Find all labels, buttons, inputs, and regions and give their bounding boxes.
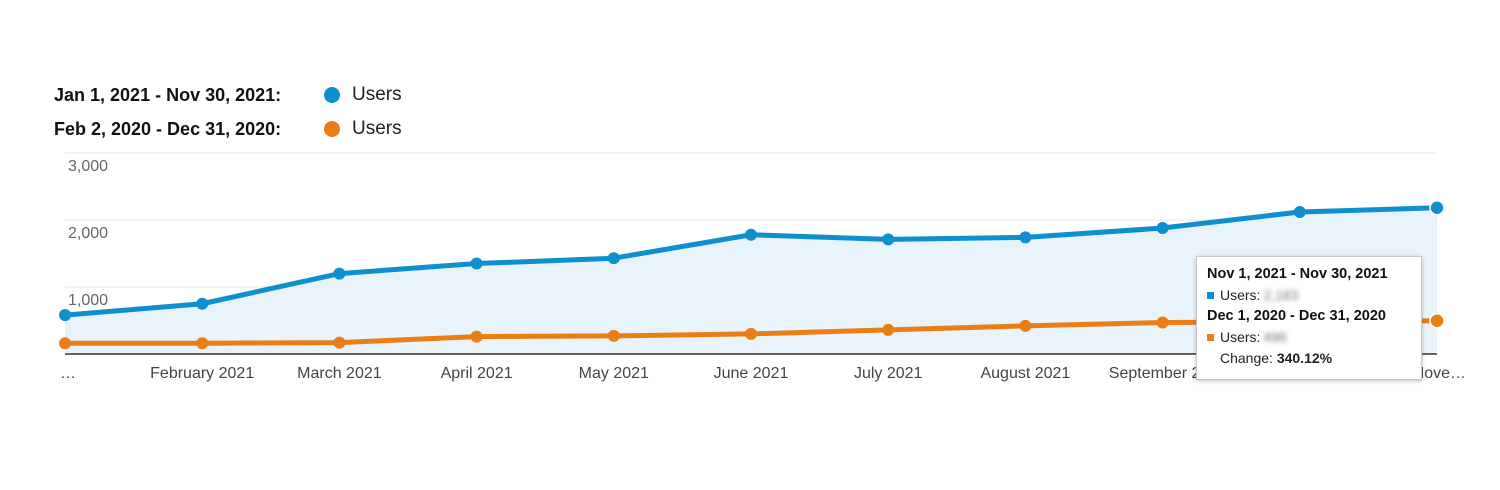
tooltip-current-square-icon: [1207, 291, 1214, 299]
point-current-6: [882, 233, 895, 246]
tooltip-previous-square-icon: [1207, 333, 1214, 341]
tooltip-current-value: 2,183: [1263, 287, 1299, 303]
y-tick-label-2000: 2,000: [68, 225, 108, 242]
x-tick-label-6: July 2021: [854, 365, 923, 382]
legend-row-previous: Feb 2, 2020 - Dec 31, 2020: Users: [54, 112, 474, 146]
point-current-2: [333, 267, 346, 280]
point-previous-4: [607, 329, 620, 342]
point-previous-0: [59, 337, 71, 350]
x-tick-label-7: August 2021: [980, 365, 1070, 382]
tooltip-current-row: Users: 2,183: [1207, 284, 1411, 306]
tooltip-change-label: Change:: [1220, 350, 1273, 366]
point-previous-10: [1429, 313, 1445, 329]
area-fill-current: [65, 207, 1437, 354]
x-tick-label-0: …: [60, 365, 76, 382]
tooltip-current-title: Nov 1, 2021 - Nov 30, 2021: [1207, 266, 1388, 282]
point-current-7: [1019, 231, 1032, 244]
tooltip-change-value: 340.12%: [1276, 350, 1333, 366]
legend-range-previous: Feb 2, 2020 - Dec 31, 2020:: [54, 118, 282, 139]
point-current-3: [470, 257, 483, 270]
point-current-0: [59, 309, 71, 322]
point-previous-2: [333, 336, 346, 349]
point-previous-1: [196, 337, 209, 350]
point-current-5: [745, 228, 757, 241]
x-tick-label-1: February 2021: [150, 365, 254, 382]
tooltip-previous-row: Users: 496: [1207, 326, 1411, 348]
point-previous-3: [470, 330, 483, 343]
tooltip-previous-value: 496: [1263, 329, 1287, 345]
point-current-1: [196, 297, 209, 310]
point-previous-5: [745, 327, 757, 340]
point-previous-7: [1019, 319, 1032, 332]
chart-tooltip: Nov 1, 2021 - Nov 30, 2021 Users: 2,183 …: [1196, 256, 1422, 380]
x-tick-label-2: March 2021: [297, 365, 382, 382]
x-tick-label-4: May 2021: [579, 365, 649, 382]
legend-dot-previous-icon: [324, 121, 340, 137]
tooltip-current-label: Users:: [1220, 287, 1261, 303]
y-tick-label-1000: 1,000: [68, 292, 108, 309]
point-current-8: [1156, 222, 1169, 235]
tooltip-previous-label: Users:: [1220, 329, 1261, 345]
legend: Jan 1, 2021 - Nov 30, 2021: Users Feb 2,…: [54, 78, 474, 146]
point-current-4: [607, 252, 620, 265]
legend-range-current: Jan 1, 2021 - Nov 30, 2021:: [54, 84, 282, 105]
x-tick-label-10: Nove…: [1413, 365, 1466, 382]
legend-row-current: Jan 1, 2021 - Nov 30, 2021: Users: [54, 78, 474, 112]
point-current-10: [1429, 199, 1445, 216]
tooltip-previous-title: Dec 1, 2020 - Dec 31, 2020: [1207, 308, 1386, 324]
legend-metric-previous: Users: [352, 118, 402, 139]
point-current-9: [1293, 205, 1306, 218]
legend-metric-current: Users: [352, 84, 402, 105]
point-previous-6: [882, 323, 895, 336]
y-tick-label-3000: 3,000: [68, 158, 108, 175]
x-tick-label-8: September 2…: [1109, 365, 1217, 382]
x-tick-label-3: April 2021: [441, 365, 513, 382]
x-tick-label-5: June 2021: [714, 365, 789, 382]
point-previous-8: [1156, 316, 1169, 329]
legend-dot-current-icon: [324, 87, 340, 103]
tooltip-change: Change: 340.12%: [1207, 348, 1411, 368]
